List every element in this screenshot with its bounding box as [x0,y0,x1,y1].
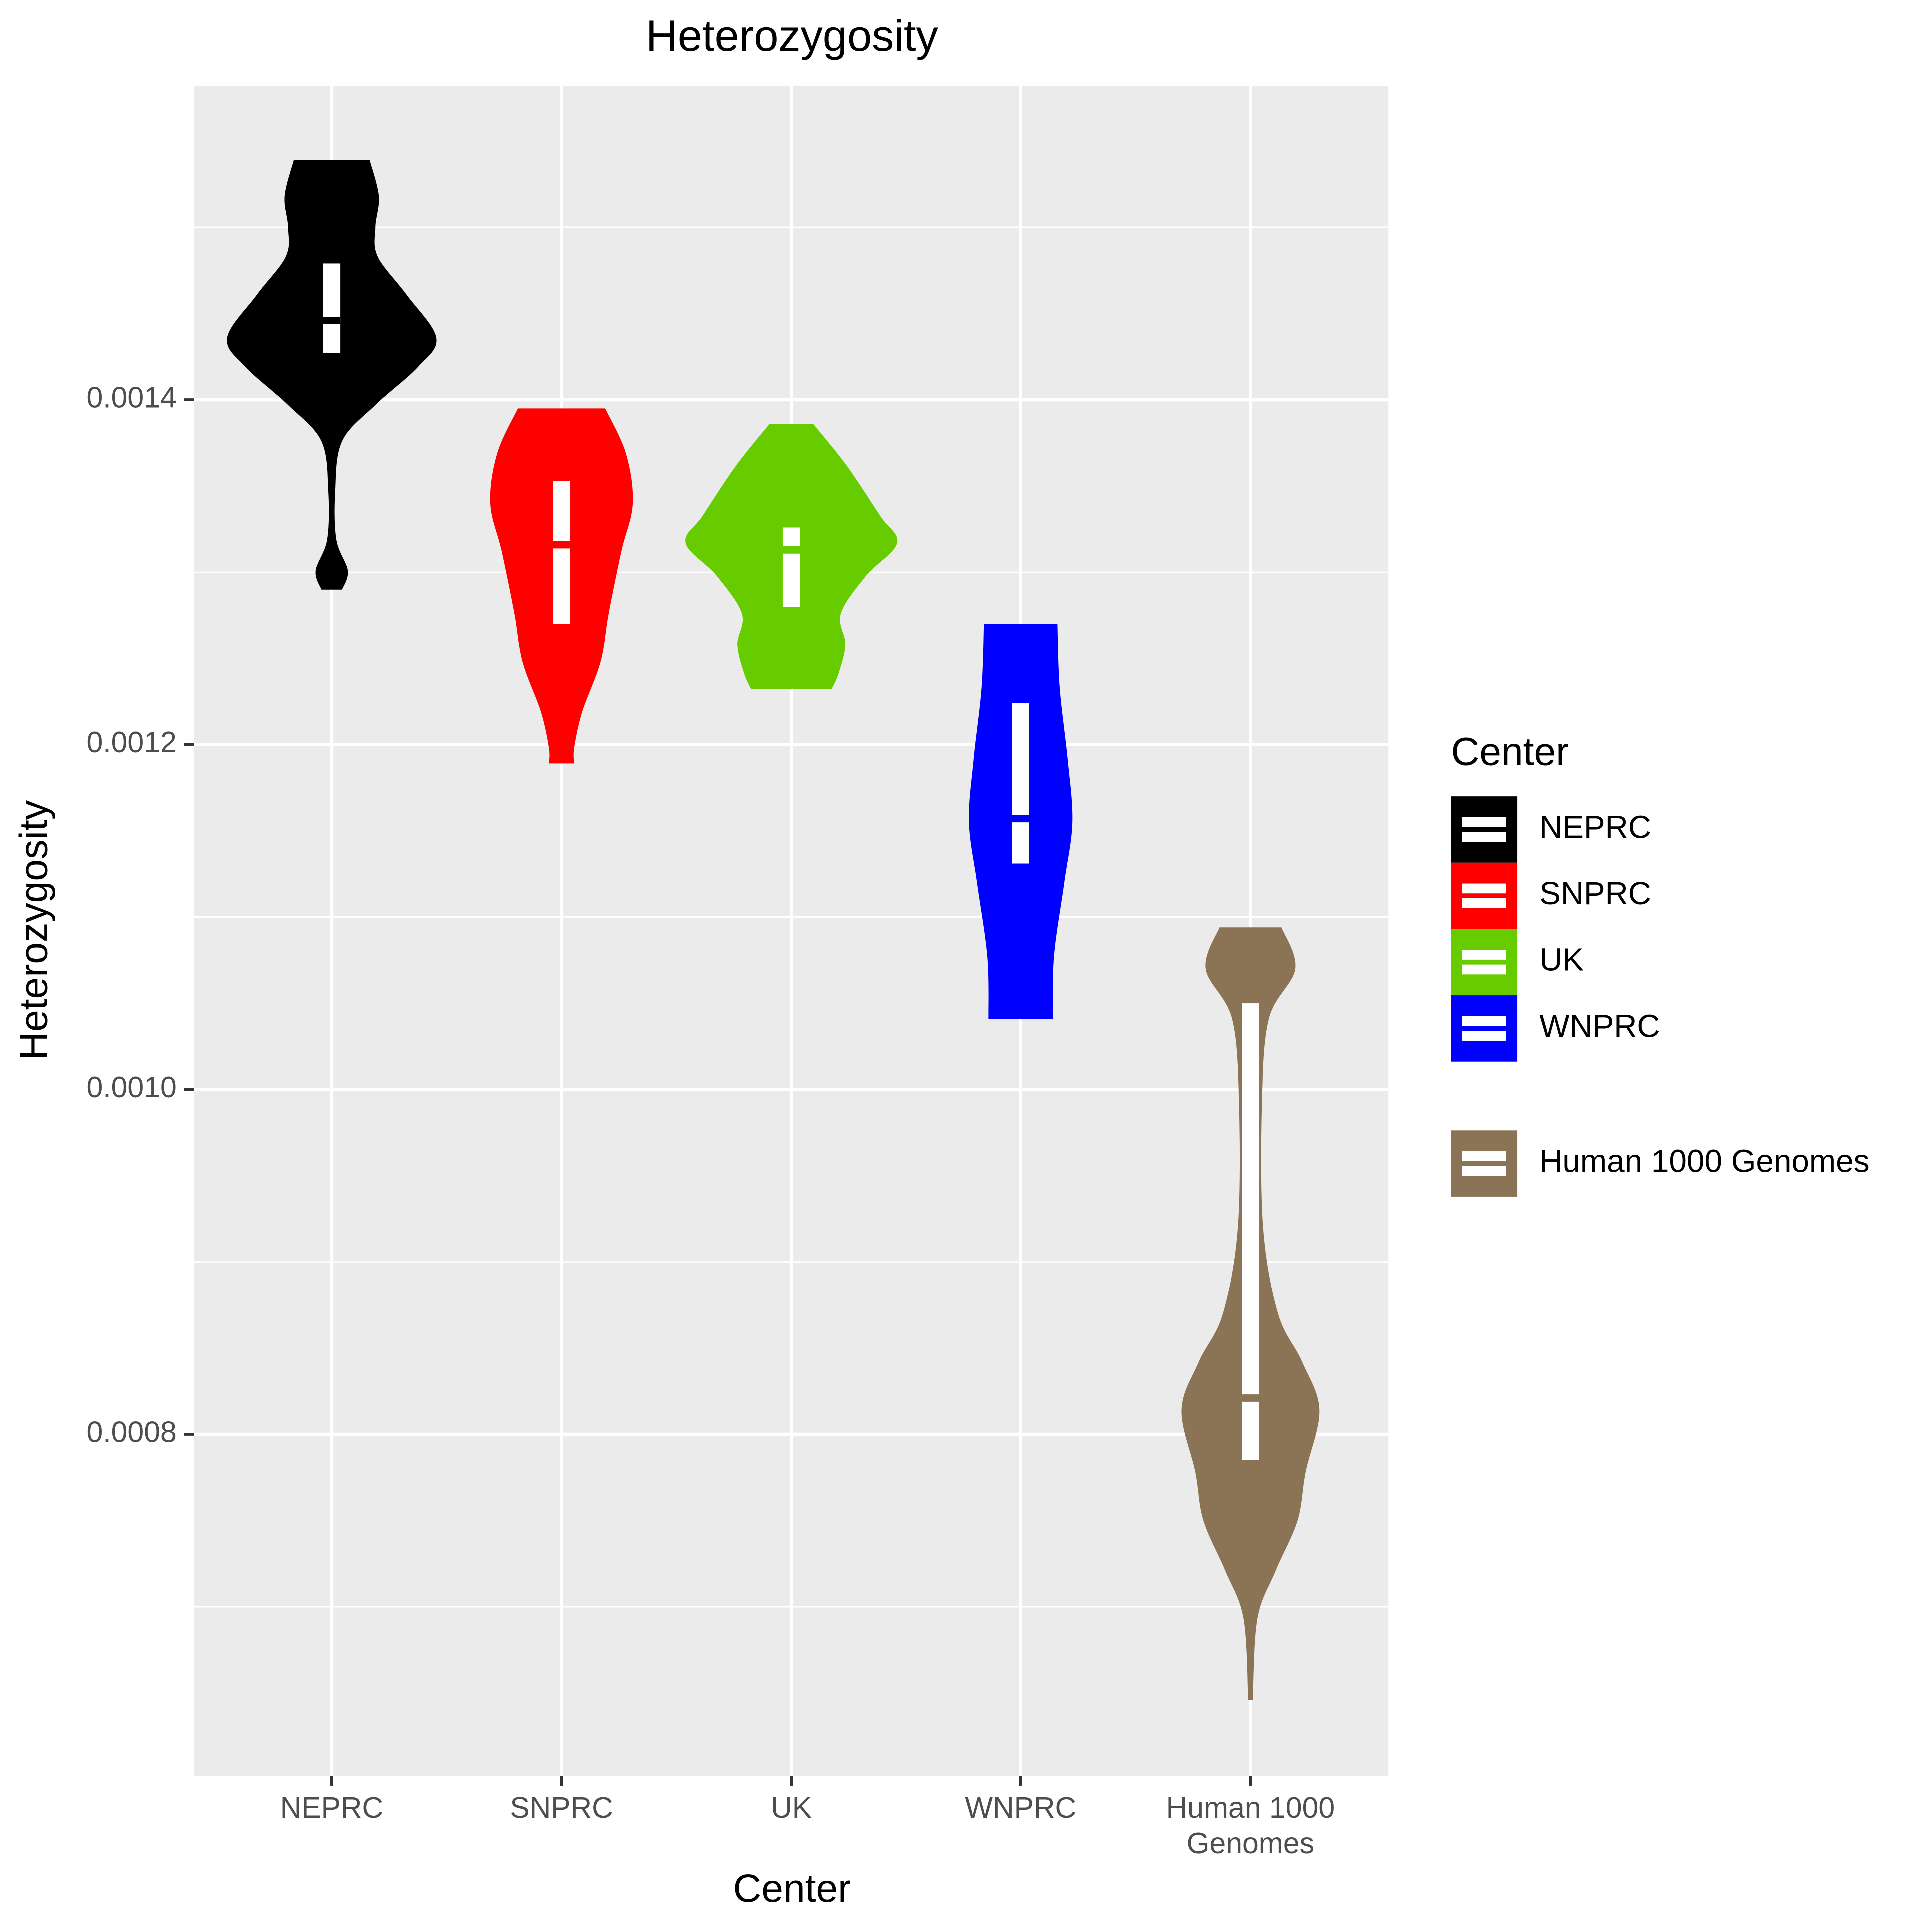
violin [227,160,437,590]
legend: NEPRC SNPRC UK WNPRC Human 1000 Genomes [1451,796,1870,1197]
x-tick-label-box: UK [771,1792,812,1825]
x-tick-label-box: NEPRC [280,1792,384,1825]
y-axis-label: Heterozygosity [12,800,56,1060]
legend-title: Center [1451,729,1569,773]
x-tick-label-box: WNPRC [965,1792,1077,1825]
box [1012,703,1029,864]
legend-label: WNPRC [1539,1008,1660,1044]
legend-label: NEPRC [1539,809,1651,845]
y-tick-label: 0.0012 [86,726,176,759]
y-tick-label: 0.0010 [86,1071,176,1104]
grid: 0.0008 0.0010 0.0012 0.0014 NEPRC SNPRC UK WNPR… [86,85,1389,1861]
box [782,527,800,607]
box [553,481,570,624]
box [323,263,341,353]
x-tick-label: NEPRC [280,1792,384,1825]
x-tick-label: Human 1000 Genomes [1166,1792,1335,1861]
y-tick-label: 0.0014 [86,382,176,414]
legend-label: SNPRC [1539,875,1651,911]
x-tick-label-box: SNPRC [510,1792,613,1825]
violins [227,160,1320,1700]
x-tick-label: UK [771,1792,812,1825]
x-tick-label: WNPRC [965,1792,1077,1825]
legend-label: UK [1539,942,1584,978]
legend-label: Human 1000 Genomes [1539,1143,1869,1179]
chart-title: Heterozygosity [646,11,938,60]
box [1242,1003,1259,1460]
x-tick-label: SNPRC [510,1792,613,1825]
x-axis-label: Center [733,1866,851,1910]
x-tick-label-box: Human 1000 Genomes [1166,1792,1335,1861]
y-tick-label: 0.0008 [86,1416,176,1449]
